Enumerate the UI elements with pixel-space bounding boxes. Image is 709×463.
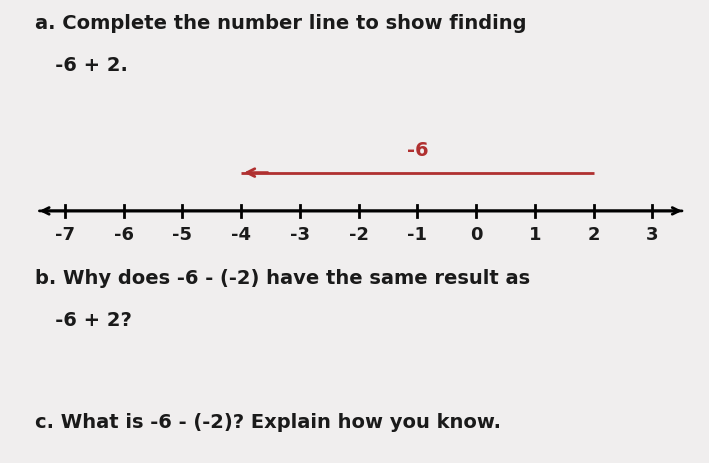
Text: -1: -1 bbox=[408, 225, 428, 243]
Text: -6: -6 bbox=[113, 225, 133, 243]
Text: c. What is -6 - (-2)? Explain how you know.: c. What is -6 - (-2)? Explain how you kn… bbox=[35, 412, 501, 431]
Text: 2: 2 bbox=[588, 225, 600, 243]
Text: -7: -7 bbox=[55, 225, 75, 243]
Text: 1: 1 bbox=[529, 225, 541, 243]
Text: -3: -3 bbox=[290, 225, 310, 243]
Text: 0: 0 bbox=[470, 225, 482, 243]
Text: -6 + 2.: -6 + 2. bbox=[35, 56, 128, 75]
Text: a. Complete the number line to show finding: a. Complete the number line to show find… bbox=[35, 14, 527, 33]
Text: 3: 3 bbox=[646, 225, 659, 243]
Text: -6: -6 bbox=[406, 141, 428, 160]
Text: -5: -5 bbox=[172, 225, 192, 243]
Text: b. Why does -6 - (-2) have the same result as: b. Why does -6 - (-2) have the same resu… bbox=[35, 269, 530, 288]
Text: -2: -2 bbox=[349, 225, 369, 243]
Text: -4: -4 bbox=[231, 225, 251, 243]
Text: -6 + 2?: -6 + 2? bbox=[35, 310, 133, 329]
